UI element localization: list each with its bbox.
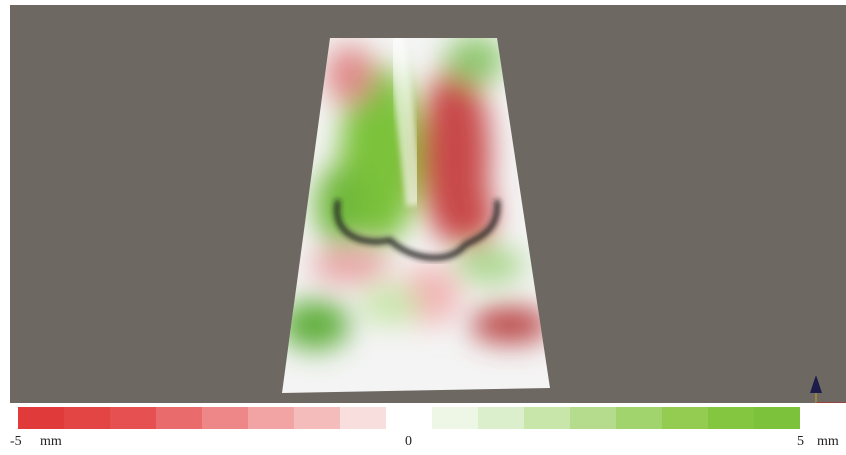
- surface-render: [10, 5, 846, 403]
- scale-max-label: 5: [797, 434, 804, 450]
- nose-surface: [270, 35, 570, 403]
- scale-unit: mm: [817, 434, 839, 450]
- color-scale: [18, 407, 800, 429]
- 3d-viewport: [10, 5, 846, 403]
- scale-min-label: -5: [10, 434, 22, 450]
- page: -5 mm 0 5 mm (() => { const data = JSON.…: [0, 0, 846, 455]
- scale-mid-label: 0: [405, 434, 412, 450]
- scale-unit: mm: [40, 434, 62, 450]
- axis-triad: [810, 375, 846, 403]
